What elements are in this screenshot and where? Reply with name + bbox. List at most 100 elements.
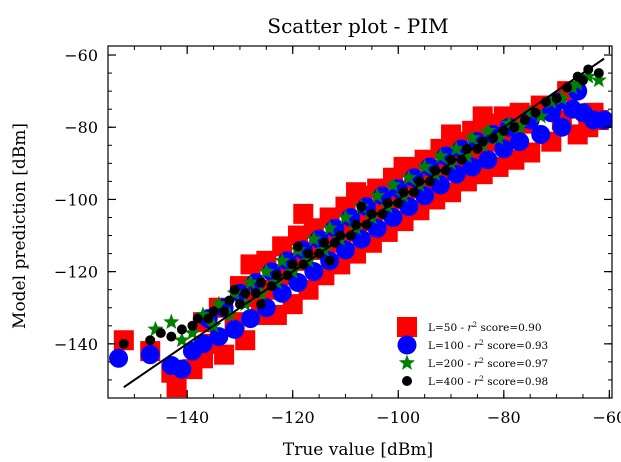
data-point (287, 259, 298, 270)
data-point (208, 306, 219, 317)
data-point (292, 241, 303, 252)
data-point (288, 272, 308, 292)
data-point (242, 273, 259, 290)
legend-marker (397, 317, 417, 337)
data-point (593, 68, 604, 79)
data-point (490, 129, 507, 145)
x-tick-label: −60 (592, 408, 621, 427)
data-point (321, 219, 338, 236)
data-point (229, 284, 240, 295)
data-point (240, 254, 261, 275)
data-point (214, 344, 235, 365)
data-point (256, 277, 267, 288)
data-point (530, 107, 541, 118)
data-point (478, 150, 498, 170)
data-point (109, 348, 129, 368)
data-point (458, 147, 475, 163)
data-point (155, 328, 166, 339)
data-point (400, 169, 417, 185)
data-point (531, 124, 551, 144)
chart-title: Scatter plot - PIM (267, 14, 448, 38)
data-point (594, 110, 612, 130)
data-point (293, 203, 314, 224)
data-point (335, 240, 355, 260)
legend-entry: L=100 - r2 score=0.93 (397, 335, 548, 355)
legend-entry: L=400 - r2 score=0.98 (402, 374, 548, 388)
data-point (383, 207, 403, 227)
data-point (166, 377, 187, 398)
data-point (304, 262, 324, 282)
data-point (509, 122, 520, 133)
data-point (479, 122, 497, 138)
data-point (367, 218, 387, 238)
data-point (519, 115, 530, 126)
data-point (416, 158, 433, 174)
data-point (172, 359, 192, 379)
legend-entry: L=50 - r2 score=0.90 (397, 317, 542, 337)
data-point (187, 320, 198, 331)
data-point (472, 106, 493, 127)
data-point (522, 104, 539, 120)
data-point (194, 306, 212, 322)
data-point (184, 324, 201, 340)
data-point (192, 313, 203, 324)
data-point (145, 335, 156, 346)
data-point (209, 327, 229, 347)
data-point (511, 118, 528, 135)
data-point (303, 248, 314, 259)
legend-label: L=400 - r2 score=0.98 (428, 374, 548, 388)
data-point (356, 201, 367, 212)
data-point (399, 197, 419, 217)
data-point (272, 283, 292, 303)
data-point (551, 93, 562, 104)
data-point (140, 345, 160, 365)
data-point (305, 230, 322, 247)
data-point (580, 68, 597, 84)
data-point (319, 237, 330, 248)
data-point (446, 164, 466, 184)
legend-marker (398, 354, 416, 370)
data-point (577, 75, 588, 86)
legend-label: L=100 - r2 score=0.93 (428, 338, 548, 352)
data-point (240, 288, 251, 299)
data-point (337, 208, 354, 225)
x-tick-label: −100 (376, 408, 420, 427)
legend-marker (402, 376, 412, 386)
y-tick-label: −60 (64, 46, 98, 65)
data-point (271, 270, 282, 281)
data-point (258, 263, 275, 279)
data-point (564, 79, 581, 95)
data-point (173, 331, 190, 348)
data-point (176, 324, 187, 335)
data-point (147, 320, 164, 337)
legend-label: L=50 - r2 score=0.90 (428, 320, 542, 334)
data-point (552, 117, 572, 137)
data-point (163, 313, 180, 330)
data-point (464, 129, 481, 145)
data-point (240, 309, 260, 329)
y-tick-label: −80 (64, 118, 98, 137)
data-point (462, 157, 482, 177)
reference-line (123, 57, 605, 388)
data-point (225, 319, 245, 339)
data-point (274, 252, 291, 268)
data-point (346, 182, 367, 203)
data-point (432, 147, 449, 163)
y-tick-label: −100 (54, 190, 98, 209)
data-point (203, 313, 214, 324)
data-point (369, 187, 386, 203)
data-point (351, 229, 371, 249)
data-point (166, 331, 177, 342)
data-point (118, 338, 129, 349)
y-axis-label: Model prediction [dBm] (10, 123, 30, 329)
y-tick-label: −140 (54, 335, 98, 354)
reference-line-layer (123, 57, 605, 388)
plot-frame (107, 45, 613, 399)
x-tick-label: −120 (271, 408, 315, 427)
data-point (543, 93, 560, 109)
data-point (256, 299, 267, 310)
data-point (532, 107, 549, 124)
data-point (219, 306, 230, 317)
x-axis-label: True value [dBm] (283, 440, 433, 460)
